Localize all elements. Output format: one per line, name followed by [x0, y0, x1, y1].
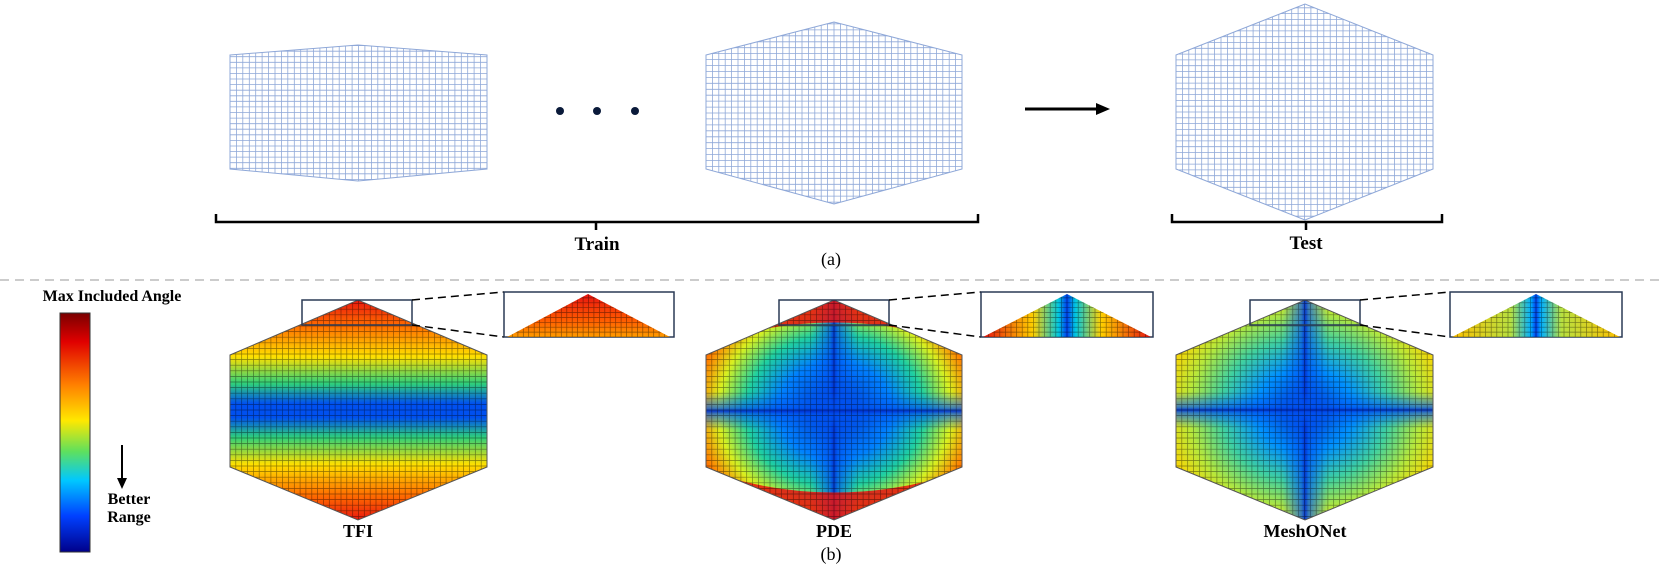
method-label-meshonet: MeshONet	[1264, 521, 1347, 541]
mesh-grid-lines	[1176, 300, 1433, 520]
colorbar-title: Max Included Angle	[43, 288, 182, 305]
pde-zoom-line-top	[888, 291, 982, 301]
colorbar	[59, 312, 91, 553]
test-mesh	[1175, 3, 1434, 221]
train-mesh-2	[705, 21, 963, 205]
method-label-tfi: TFI	[343, 521, 373, 541]
tfi-zoom-line-top	[411, 291, 505, 301]
tfi-zoom-box	[301, 299, 413, 326]
mesh-grid-lines	[706, 300, 962, 520]
method-label-pde: PDE	[816, 521, 852, 541]
train-label: Train	[574, 234, 619, 255]
pde-zoom-inset	[980, 291, 1154, 338]
pde-heatmap	[705, 299, 963, 521]
pde-zoom-line-bottom	[888, 324, 982, 338]
better-range-arrow	[117, 445, 127, 489]
tfi-zoom-line-bottom	[411, 324, 505, 338]
meshonet-zoom-line-top	[1359, 291, 1451, 301]
better-range-label-line1: Better	[108, 491, 151, 508]
panel-a: Train Test (a)	[214, 3, 1444, 270]
meshonet-zoom-box	[1249, 299, 1361, 326]
meshonet-heatmap	[1175, 299, 1434, 521]
tfi-heatmap	[229, 299, 488, 521]
pde-zoom-box	[778, 299, 890, 326]
meshonet-zoom-inset	[1449, 291, 1623, 338]
arrow-to-test	[1025, 103, 1110, 115]
mesh-grid-lines	[1176, 4, 1433, 220]
test-bracket	[1170, 214, 1444, 230]
train-bracket	[214, 214, 980, 230]
mesh-grid-lines	[230, 300, 487, 520]
train-mesh-1	[229, 44, 488, 182]
better-range-label-line2: Range	[107, 509, 151, 526]
caption-b: (b)	[821, 544, 842, 565]
mesh-grid-lines	[706, 22, 962, 204]
mesh-grid-lines	[230, 45, 487, 181]
caption-a: (a)	[821, 249, 841, 270]
test-label: Test	[1289, 233, 1323, 254]
ellipsis-dots	[556, 107, 639, 115]
tfi-zoom-inset	[503, 291, 675, 338]
panel-b: Max Included Angle Better Range TFI	[43, 288, 1623, 565]
meshonet-zoom-line-bottom	[1359, 324, 1451, 338]
